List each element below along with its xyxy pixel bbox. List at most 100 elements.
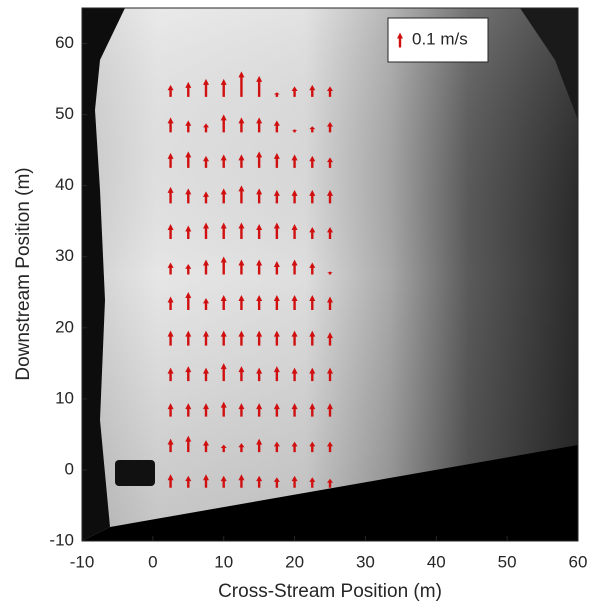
vector-arrow	[327, 157, 333, 168]
vector-arrow	[327, 296, 333, 311]
y-tick-label: 0	[65, 459, 74, 478]
vector-arrow	[327, 403, 333, 417]
vector-arrow	[220, 154, 227, 168]
vector-arrow	[238, 330, 245, 346]
vector-arrow	[256, 330, 263, 346]
vector-arrow	[167, 330, 174, 346]
vector-arrow	[167, 438, 174, 453]
vector-arrow	[327, 121, 333, 133]
vector-arrow	[273, 330, 280, 346]
vector-arrow	[273, 403, 280, 417]
vector-arrow	[273, 366, 280, 382]
vector-arrow	[309, 403, 316, 417]
vector-arrow	[327, 478, 333, 488]
vector-arrow	[220, 330, 227, 346]
vector-arrow	[185, 330, 192, 346]
y-tick-label: 50	[55, 104, 74, 123]
vector-arrow	[220, 222, 227, 239]
vector-arrow	[238, 117, 245, 133]
vector-arrow	[185, 81, 192, 97]
vector-arrow	[167, 262, 174, 275]
vector-arrow	[256, 151, 263, 168]
x-axis-title: Cross-Stream Position (m)	[218, 581, 442, 602]
vector-arrow	[309, 295, 316, 311]
vector-arrow	[327, 332, 333, 346]
vector-arrow	[185, 264, 192, 275]
vector-arrow	[238, 222, 245, 239]
y-tick-label: 60	[55, 33, 74, 52]
vector-arrow	[167, 117, 174, 133]
x-tick-label: 50	[498, 552, 517, 571]
vector-arrow	[273, 189, 280, 204]
vector-arrow	[203, 222, 209, 239]
vector-arrow	[220, 475, 227, 488]
vector-arrow	[167, 367, 174, 382]
vector-arrow	[220, 401, 227, 417]
vector-arrow	[291, 475, 298, 488]
vector-arrow	[327, 271, 333, 275]
vector-arrow	[256, 223, 263, 239]
vector-arrow	[238, 474, 245, 488]
vector-arrow	[238, 185, 245, 204]
vector-arrow	[291, 295, 298, 311]
vector-arrow	[273, 152, 280, 168]
vector-arrow	[203, 403, 209, 417]
vector-arrow	[220, 444, 227, 453]
vector-arrow	[291, 367, 298, 382]
vector-arrow	[309, 155, 316, 168]
vector-arrow	[203, 155, 209, 168]
vector-arrow	[256, 188, 263, 204]
vector-arrow	[203, 123, 209, 133]
vector-arrow	[309, 262, 316, 275]
vector-arrow	[167, 403, 174, 417]
vector-arrow	[203, 78, 209, 97]
vector-arrow	[309, 367, 316, 382]
y-axis-title: Downstream Position (m)	[13, 167, 34, 380]
vector-arrow	[238, 259, 245, 275]
vector-arrow	[167, 152, 174, 168]
vector-arrow	[185, 366, 192, 382]
vector-arrow	[203, 367, 209, 382]
vector-arrow	[256, 295, 263, 311]
vector-arrow	[185, 120, 192, 133]
vector-arrow	[327, 226, 333, 239]
vector-arrow	[203, 330, 209, 346]
vector-arrow	[238, 403, 245, 417]
x-tick-label: 30	[356, 552, 375, 571]
legend: 0.1 m/s	[387, 17, 489, 63]
vector-arrow	[256, 367, 263, 382]
vector-arrow	[185, 151, 192, 168]
vector-arrow	[273, 261, 280, 275]
vector-arrow	[185, 403, 192, 417]
vector-arrow	[327, 441, 333, 453]
vector-arrow	[256, 438, 263, 453]
vector-arrow	[273, 92, 280, 97]
vector-arrow	[203, 440, 209, 453]
vector-arrow	[203, 474, 209, 488]
vector-arrow	[185, 475, 192, 488]
vector-arrow	[273, 441, 280, 453]
vector-arrow	[256, 403, 263, 417]
vector-arrow	[220, 363, 227, 382]
vector-arrow	[327, 367, 333, 382]
vector-arrow	[238, 443, 245, 453]
x-tick-label: 10	[214, 552, 233, 571]
x-tick-label: 40	[427, 552, 446, 571]
vector-arrow	[167, 296, 174, 311]
x-tick-label: 60	[569, 552, 588, 571]
x-tick-label: 20	[285, 552, 304, 571]
vector-arrow	[309, 226, 316, 239]
vector-arrow	[309, 330, 316, 346]
vector-arrow	[327, 86, 333, 97]
vector-arrow	[238, 71, 245, 97]
vector-arrow	[273, 222, 280, 239]
vector-arrow	[167, 474, 174, 488]
vector-arrow	[220, 256, 227, 275]
vector-arrow	[291, 403, 298, 417]
vector-arrow	[291, 129, 298, 133]
vector-arrow	[291, 189, 298, 204]
vector-arrow	[309, 441, 316, 453]
vector-arrow	[273, 120, 280, 133]
vector-arrow	[238, 154, 245, 168]
